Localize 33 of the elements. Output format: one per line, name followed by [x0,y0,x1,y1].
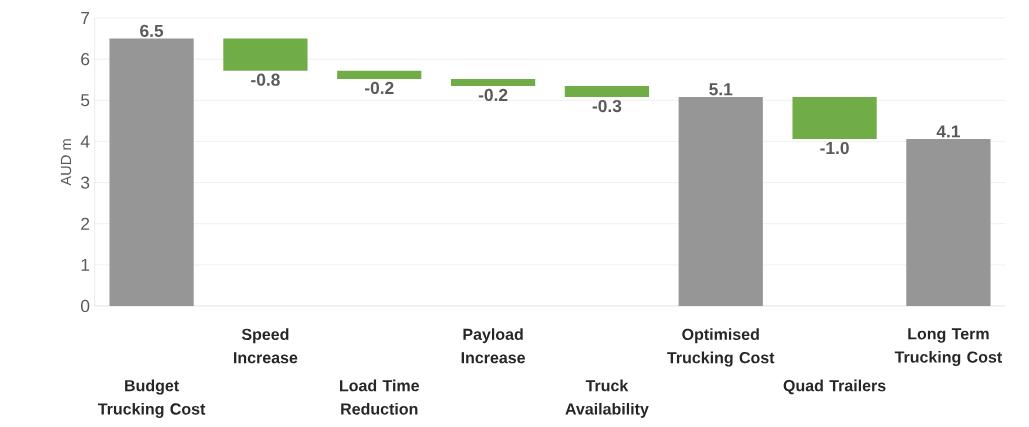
x-tick-label: Long Term Trucking Cost [894,328,1002,366]
x-tick-label: Budget Trucking Cost [98,379,206,418]
bar [906,138,991,306]
x-tick-label: Optimised Trucking Cost [667,328,775,367]
x-tick-label: Load Time Reduction [340,379,420,415]
y-axis-title: AUD m [60,139,72,186]
bar [678,96,763,306]
data-label: 4.1 [936,125,960,138]
bar [564,85,650,97]
y-tick-label: 3 [80,176,90,189]
bar [792,96,877,139]
x-tick-label: Payload Increase [461,328,525,364]
data-label: -1.0 [820,141,849,155]
bar [450,78,536,86]
data-label: -0.3 [592,99,622,113]
data-label: 5.1 [709,83,733,96]
data-label: -0.2 [364,81,394,95]
data-label: 6.5 [140,24,164,37]
y-tick-label: 2 [81,217,90,230]
data-label: -0.2 [478,88,508,102]
y-tick-label: 1 [81,258,90,271]
y-tick-label: 6 [81,53,90,66]
bar [223,38,308,71]
y-tick-label: 5 [81,94,90,107]
bar [337,70,422,79]
x-tick-label: Speed Increase [234,328,298,364]
y-tick-label: 4 [80,135,90,148]
data-label: -0.8 [251,73,280,86]
x-tick-label: Quad Trailers [783,379,886,395]
bar [109,38,194,306]
y-tick-label: 7 [81,12,90,24]
x-tick-label: Truck Availability [565,379,649,418]
y-tick-label: 0 [80,299,90,313]
